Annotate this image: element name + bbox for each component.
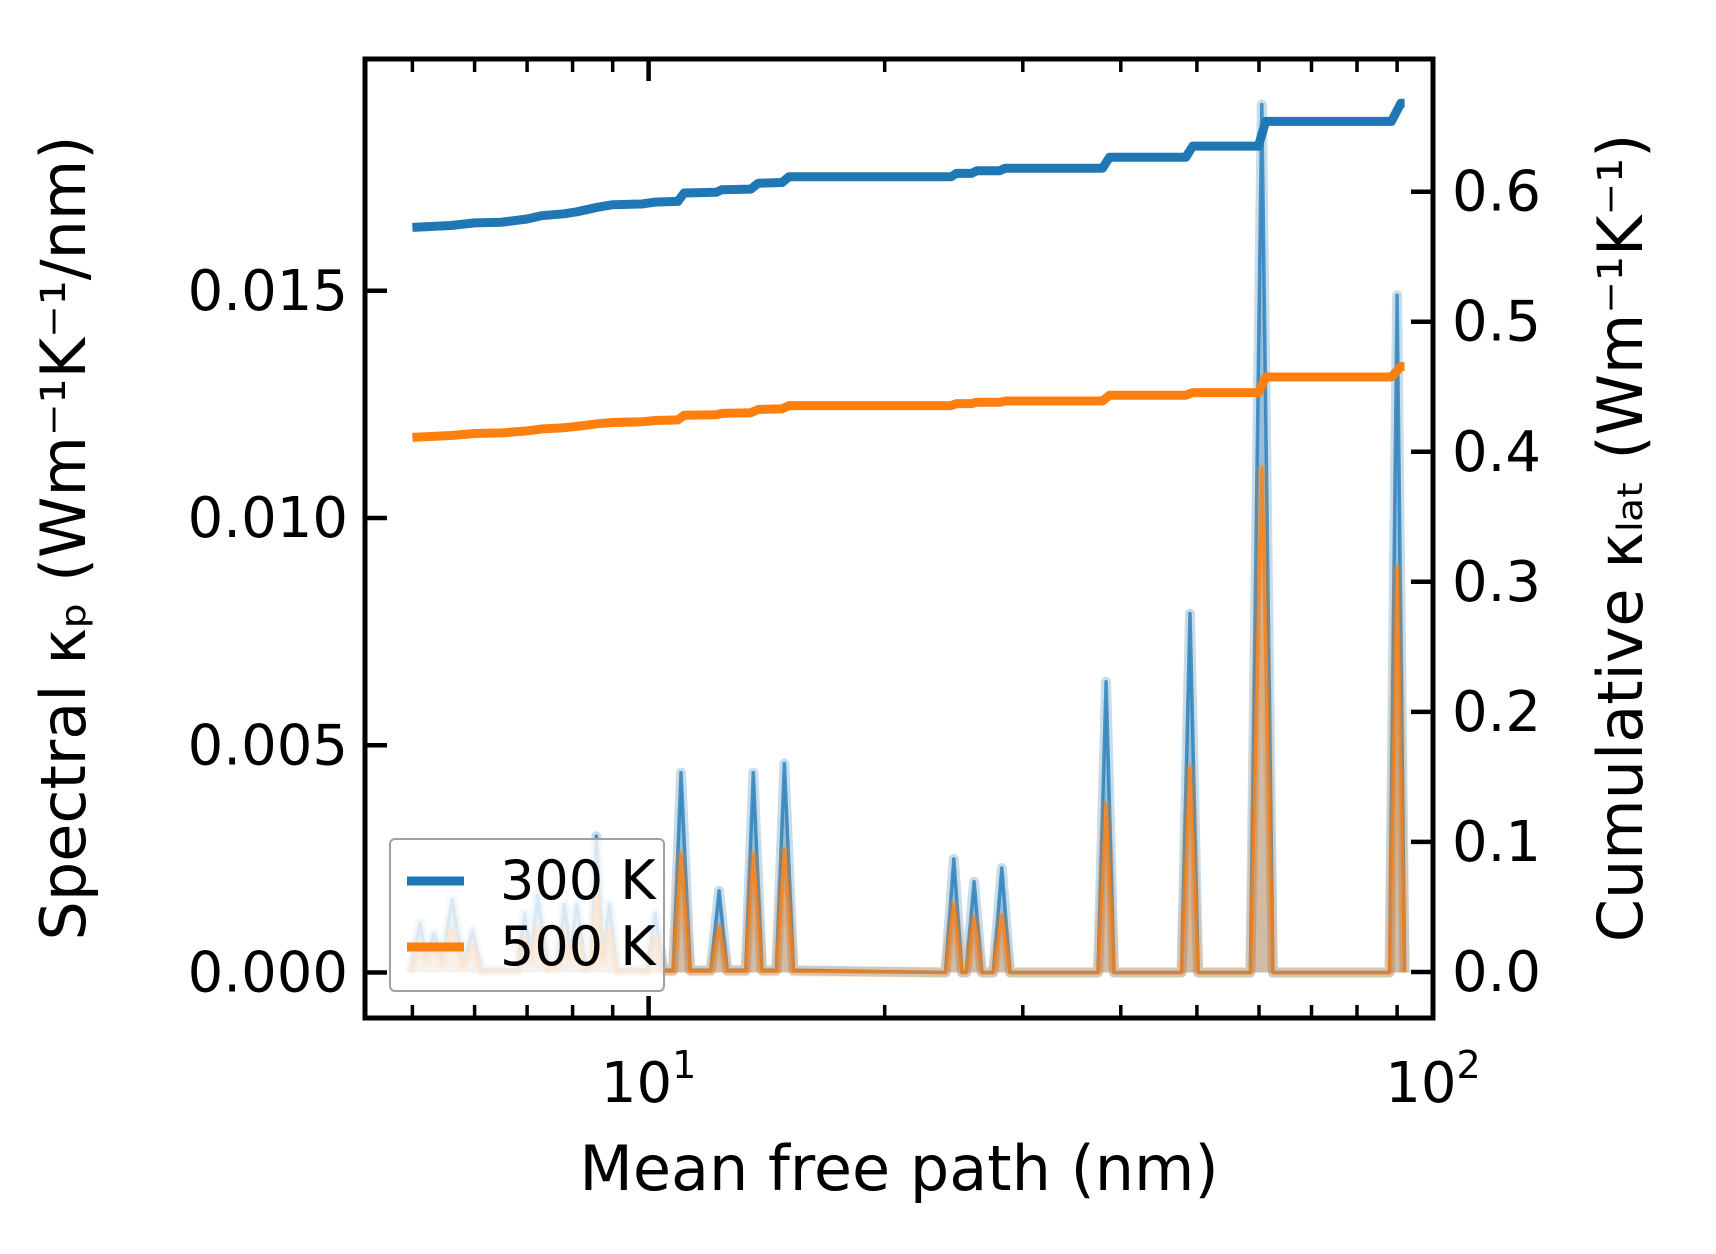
y-left-tick-label: 0.005 (188, 713, 348, 778)
y-right-tick-label: 0.3 (1452, 550, 1541, 615)
x-tick-label: 102 (1385, 1043, 1480, 1116)
y-axis-title-left: Spectral κₚ (Wm⁻¹K⁻¹/nm) (27, 136, 100, 941)
series-cumulative-line (412, 98, 1406, 232)
y-right-tick-label: 0.5 (1452, 290, 1541, 355)
legend-label-300K: 300 K (500, 849, 657, 912)
y-axis-title-right: Cumulative κₗₐₜ (Wm⁻¹K⁻¹) (1584, 134, 1657, 943)
series-cumulative-line (412, 362, 1406, 442)
y-right-tick-label: 0.2 (1452, 680, 1541, 745)
y-right-tick-label: 0.0 (1452, 940, 1541, 1005)
y-left-tick-label: 0.010 (188, 486, 348, 551)
y-right-tick-label: 0.4 (1452, 420, 1541, 485)
y-left-tick-label: 0.000 (188, 941, 348, 1006)
x-tick-label: 101 (601, 1043, 696, 1116)
y-right-tick-label: 0.1 (1452, 810, 1541, 875)
legend-label-500K: 500 K (500, 915, 657, 978)
x-axis-title: Mean free path (nm) (579, 1132, 1218, 1205)
y-right-tick-label: 0.6 (1452, 160, 1541, 225)
plot-frame (362, 56, 1436, 1021)
axis-ticks (365, 59, 1436, 1018)
axis-tick-labels: 101 102 0.000 0.005 0.010 0.015 0.0 0.1 0.2 0.3 0.… (188, 160, 1541, 1116)
y-left-tick-label: 0.015 (188, 259, 348, 324)
legend: 300 K 500 K (389, 838, 665, 992)
